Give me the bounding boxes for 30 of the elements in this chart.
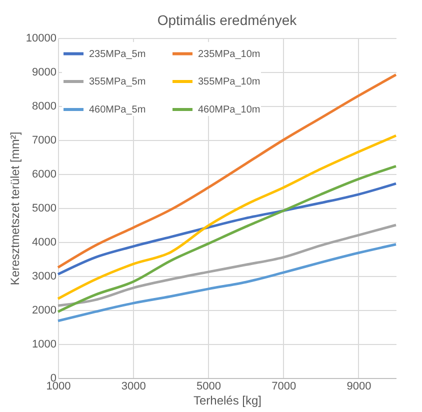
line-series [56,224,398,307]
legend-label: 235MPa_5m [89,48,146,60]
y-tick-label: 4000 [32,236,56,248]
y-tick-label: 2000 [32,304,56,316]
line-series [56,73,398,269]
legend-label: 460MPa_5m [89,104,146,116]
y-tick-label: 7000 [32,134,56,146]
chart-title: Optimális eredmények [157,12,298,28]
x-tick-label: 9000 [346,380,372,392]
x-tick-label: 3000 [121,380,146,392]
x-tick-label: 7000 [272,380,296,392]
y-tick-label: 8000 [32,100,56,112]
y-tick-label: 1000 [32,338,56,350]
x-axis-title: Terhelés [kg] [193,394,262,408]
y-tick-label: 9000 [32,66,56,78]
legend-label: 460MPa_10m [198,104,260,116]
y-tick-label: 10000 [26,32,56,44]
y-axis-title: Keresztmetszet terület [mm²] [8,132,22,286]
x-tick-label: 1000 [46,380,71,392]
line-series [56,182,398,276]
x-tick-label: 5000 [196,380,221,392]
y-tick-label: 5000 [32,202,56,214]
line-series [56,243,398,322]
line-series [56,134,398,300]
legend-label: 235MPa_10m [198,48,260,60]
legend-label: 355MPa_5m [89,76,146,88]
line-series [56,164,398,313]
legend-label: 355MPa_10m [198,76,260,88]
y-tick-label: 6000 [32,168,56,180]
y-tick-label: 3000 [32,270,56,282]
